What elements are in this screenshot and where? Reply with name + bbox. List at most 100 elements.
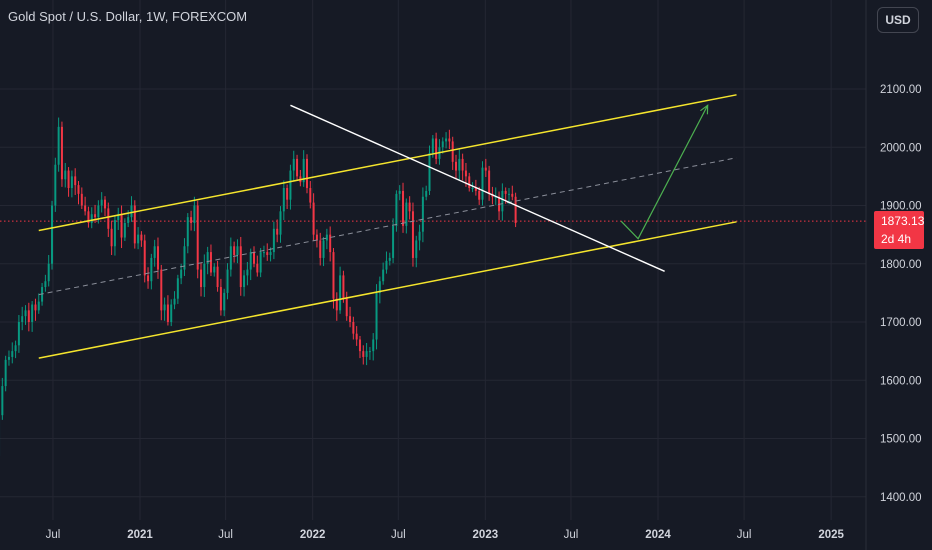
candle-body xyxy=(147,275,150,282)
candle-body xyxy=(395,193,398,226)
candle-body xyxy=(358,339,361,352)
drawings[interactable] xyxy=(38,94,737,359)
candle-body xyxy=(47,263,50,282)
candle-body xyxy=(97,205,100,218)
candle-body xyxy=(229,246,232,270)
candle-body xyxy=(345,298,348,317)
candle-body xyxy=(262,252,265,254)
price-axis[interactable]: 2100.00 2000.00 1900.00 1800.00 1700.00 1600.… xyxy=(880,84,922,504)
candle-body xyxy=(21,316,24,322)
candle-body xyxy=(451,141,454,162)
candle-body xyxy=(441,141,444,148)
candle-body xyxy=(103,199,106,209)
candle-body xyxy=(464,170,467,177)
x-tick-label: 2025 xyxy=(818,529,844,541)
candle-body xyxy=(339,275,342,311)
candle-body xyxy=(484,167,487,171)
candle-body xyxy=(368,351,371,353)
bar-countdown-label: 2d 4h xyxy=(881,232,912,246)
candle-body xyxy=(107,208,110,229)
candle-body xyxy=(127,217,130,223)
candle-body xyxy=(246,269,249,276)
candle-body xyxy=(216,266,219,288)
candle-body xyxy=(501,190,504,212)
candle-body xyxy=(272,228,275,253)
candle-body xyxy=(236,246,239,256)
trend-line[interactable] xyxy=(290,104,665,272)
candle-body xyxy=(239,246,242,288)
candle-body xyxy=(87,211,90,223)
candle-body xyxy=(84,205,87,212)
candle-body xyxy=(421,196,424,232)
candle-body xyxy=(402,190,405,226)
candle-body xyxy=(355,333,358,340)
last-price-badge: 1873.13 2d 4h xyxy=(874,211,924,249)
candle-body xyxy=(117,214,120,221)
grid-lines xyxy=(0,0,867,550)
candle-body xyxy=(173,298,176,305)
candle-body xyxy=(94,214,97,218)
candle-body xyxy=(431,138,434,154)
candle-body xyxy=(203,263,206,288)
candle-body xyxy=(309,188,312,203)
y-tick-label: 1400.00 xyxy=(880,492,922,504)
candle-body xyxy=(150,257,153,282)
y-tick-label: 1900.00 xyxy=(880,201,922,213)
candle-body xyxy=(461,158,464,171)
candle-body xyxy=(388,257,391,261)
candle-body xyxy=(418,231,421,241)
candle-body xyxy=(133,205,136,244)
candle-body xyxy=(253,252,256,264)
candle-body xyxy=(411,211,414,258)
candle-body xyxy=(31,304,34,322)
x-tick-label: 2024 xyxy=(645,529,671,541)
candle-body xyxy=(123,222,126,238)
candle-body xyxy=(67,170,70,189)
candle-body xyxy=(458,158,461,171)
time-axis[interactable]: Jul 2021 Jul 2022 Jul 2023 Jul 2024 Jul 2025 xyxy=(46,529,845,541)
candle-body xyxy=(305,158,308,189)
candle-body xyxy=(70,176,73,189)
candle-body xyxy=(511,193,514,197)
candle-body xyxy=(156,246,159,270)
candle-body xyxy=(193,205,196,223)
candle-body xyxy=(415,240,418,258)
y-tick-label: 1700.00 xyxy=(880,317,922,329)
arrow-head xyxy=(700,104,709,115)
candle-body xyxy=(14,345,17,352)
candle-body xyxy=(335,298,338,311)
candle-body xyxy=(196,205,199,270)
candle-body xyxy=(296,158,299,177)
channel-midline[interactable] xyxy=(38,157,737,296)
candle-body xyxy=(130,205,133,218)
candle-body xyxy=(223,292,226,311)
channel-lower-line[interactable] xyxy=(38,221,737,359)
candle-body xyxy=(382,269,385,282)
candle-body xyxy=(342,275,345,299)
candle-body xyxy=(269,252,272,256)
candle-body xyxy=(44,281,47,288)
candle-body xyxy=(315,234,318,241)
candle-body xyxy=(186,217,189,247)
candle-body xyxy=(329,234,332,253)
candle-body xyxy=(4,359,7,387)
candle-body xyxy=(183,246,186,270)
candle-body xyxy=(365,351,368,357)
currency-button[interactable]: USD xyxy=(877,7,919,33)
projection-arrow[interactable] xyxy=(620,105,709,240)
candle-body xyxy=(428,153,431,191)
candle-body xyxy=(213,266,216,273)
candle-body xyxy=(77,185,80,194)
candle-body xyxy=(120,214,123,238)
symbol-title[interactable]: Gold Spot / U.S. Dollar, 1W, FOREXCOM xyxy=(8,9,248,24)
candle-body xyxy=(74,176,77,186)
candle-body xyxy=(1,386,4,416)
candle-body xyxy=(243,275,246,288)
x-tick-label: Jul xyxy=(391,529,406,541)
x-tick-label: Jul xyxy=(737,529,752,541)
candle-body xyxy=(137,234,140,244)
channel-upper-line[interactable] xyxy=(38,94,737,232)
candle-body xyxy=(514,196,517,223)
candle-body xyxy=(219,287,222,311)
